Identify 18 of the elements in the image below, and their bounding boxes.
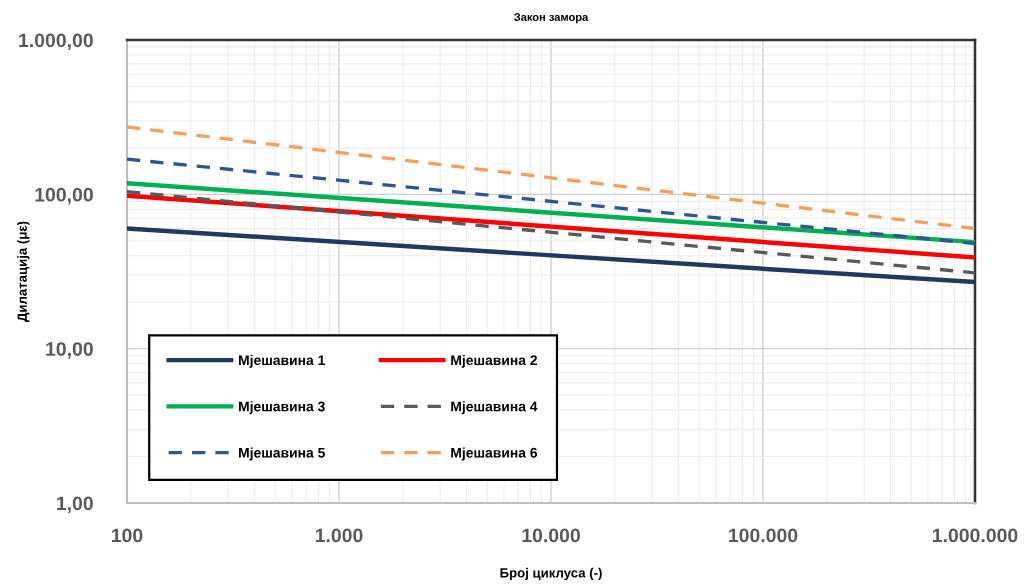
- y-tick-label: 10,00: [46, 342, 93, 359]
- legend-label: Мјешавина 4: [451, 401, 538, 415]
- y-axis-title: Дилатација (με): [17, 221, 30, 322]
- y-tick-label: 1,00: [57, 496, 93, 514]
- x-tick-label: 1.000.000: [932, 528, 1018, 543]
- legend-label: Мјешавина 5: [239, 447, 325, 461]
- chart-title: Закон замора: [514, 13, 589, 24]
- y-tick-label: 1.000,00: [19, 33, 93, 51]
- x-tick-label: 1.000: [315, 528, 363, 543]
- x-axis-title: Број циклуса (-): [500, 567, 602, 581]
- x-tick-label: 100: [112, 528, 143, 543]
- legend-label: Мјешавина 6: [451, 447, 538, 461]
- legend-label: Мјешавина 3: [239, 401, 325, 415]
- x-tick-label: 100.000: [729, 528, 798, 543]
- y-tick-label: 100,00: [35, 187, 93, 205]
- x-tick-label: 10.000: [522, 528, 580, 543]
- legend-label: Мјешавина 2: [451, 354, 537, 368]
- legend-label: Мјешавина 1: [239, 354, 325, 368]
